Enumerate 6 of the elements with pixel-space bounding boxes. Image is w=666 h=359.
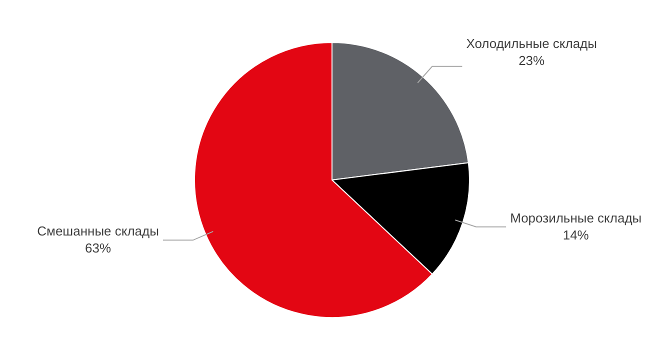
slice-label: Холодильные склады	[466, 36, 597, 51]
slice-label: Смешанные склады	[37, 224, 159, 239]
data-label: 23%	[518, 52, 546, 68]
slice-label: Морозильные склады	[510, 210, 642, 226]
data-label: 63%	[85, 240, 112, 256]
data-label: 14%	[562, 227, 590, 242]
